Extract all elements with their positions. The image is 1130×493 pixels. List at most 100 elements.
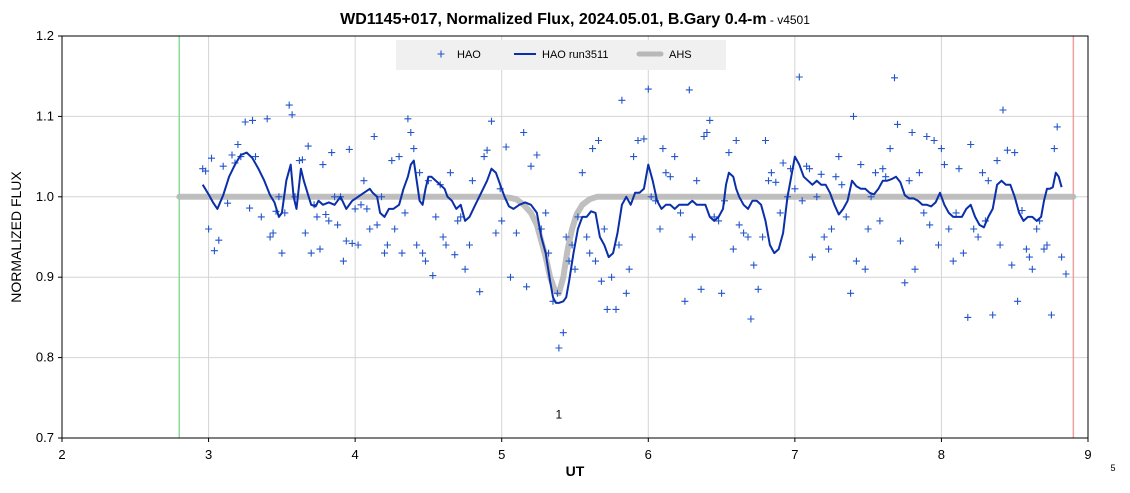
data-point-hao	[589, 145, 597, 153]
data-point-hao	[725, 149, 733, 157]
data-point-hao	[492, 229, 500, 237]
data-point-hao	[894, 120, 901, 128]
data-point-hao	[700, 133, 708, 140]
data-point-hao	[729, 245, 737, 253]
data-point-hao	[656, 225, 664, 233]
data-point-hao	[301, 229, 309, 237]
series-layer	[176, 73, 1077, 352]
data-point-hao	[224, 199, 232, 207]
data-point-hao	[241, 118, 249, 126]
data-point-hao	[252, 153, 259, 161]
data-point-hao	[278, 249, 286, 257]
x-tick-label: 4	[352, 447, 359, 462]
data-point-hao	[555, 344, 563, 352]
data-point-hao	[446, 169, 454, 177]
data-point-hao	[808, 253, 816, 261]
data-point-hao	[578, 169, 586, 177]
data-point-hao	[466, 241, 473, 249]
data-point-hao	[439, 233, 447, 241]
data-point-hao	[750, 261, 758, 269]
data-point-hao	[776, 209, 784, 217]
data-point-hao	[677, 209, 684, 217]
data-point-hao	[795, 73, 803, 81]
data-point-hao	[583, 233, 591, 241]
data-point-hao	[1011, 149, 1019, 157]
data-point-hao	[523, 283, 531, 291]
data-point-hao	[398, 249, 406, 257]
data-point-hao	[1022, 245, 1030, 253]
data-point-hao	[533, 151, 541, 159]
data-point-hao	[498, 217, 506, 225]
data-point-hao	[718, 289, 726, 297]
data-point-hao	[378, 193, 385, 201]
x-tick-label: 3	[205, 447, 212, 462]
data-point-hao	[391, 225, 399, 233]
annotation-label: 1	[556, 408, 563, 422]
y-tick-label: 1.2	[36, 28, 54, 43]
data-point-hao	[806, 165, 813, 173]
series-hao-markers	[199, 73, 1070, 352]
data-point-hao	[600, 225, 608, 233]
data-point-hao	[666, 173, 674, 181]
data-point-hao	[915, 169, 923, 177]
data-point-hao	[861, 265, 869, 273]
data-point-hao	[772, 178, 780, 186]
data-point-hao	[370, 133, 378, 140]
data-point-hao	[345, 145, 353, 153]
data-point-hao	[263, 115, 271, 123]
data-point-hao	[1033, 225, 1041, 233]
x-tick-label: 2	[58, 447, 65, 462]
data-point-hao	[847, 289, 855, 297]
data-point-hao	[864, 225, 872, 233]
data-point-hao	[1018, 207, 1026, 214]
data-point-hao	[779, 159, 787, 167]
data-point-hao	[996, 241, 1004, 249]
series-line-hao-run3511	[201, 151, 1063, 304]
data-point-hao	[363, 205, 371, 213]
data-point-hao	[562, 233, 570, 241]
data-point-hao	[715, 217, 723, 225]
y-tick-label: 0.7	[36, 430, 54, 445]
data-point-hao	[571, 265, 579, 273]
data-point-hao	[886, 145, 894, 153]
x-tick-label: 5	[498, 447, 505, 462]
data-point-hao	[322, 211, 330, 218]
data-point-hao	[850, 112, 857, 120]
data-point-hao	[419, 249, 427, 257]
data-point-hao	[307, 249, 315, 257]
data-point-hao	[559, 329, 567, 337]
data-point-hao	[1003, 146, 1011, 154]
data-point-hao	[316, 245, 324, 253]
data-point-hao	[348, 239, 356, 247]
data-point-hao	[832, 173, 840, 181]
data-point-hao	[520, 129, 528, 136]
data-point-hao	[285, 101, 293, 109]
data-point-hao	[964, 313, 972, 321]
data-point-hao	[416, 169, 424, 177]
data-point-hao	[974, 233, 982, 241]
legend-label-run: HAO run3511	[542, 49, 608, 61]
data-point-hao	[852, 257, 860, 265]
data-point-hao	[342, 237, 350, 245]
data-point-hao	[360, 177, 368, 185]
data-point-hao	[820, 233, 828, 241]
data-point-hao	[325, 217, 333, 225]
data-point-hao	[767, 169, 775, 177]
data-point-hao	[872, 169, 879, 177]
data-point-hao	[754, 285, 762, 293]
data-point-hao	[468, 177, 476, 185]
data-point-hao	[304, 142, 312, 150]
data-point-hao	[388, 157, 396, 165]
data-point-hao	[603, 305, 611, 313]
data-point-hao	[313, 213, 321, 221]
data-point-hao	[671, 153, 679, 161]
data-point-hao	[331, 193, 339, 201]
data-point-hao	[595, 137, 602, 144]
data-point-hao	[744, 233, 752, 241]
data-point-hao	[735, 221, 743, 229]
data-point-hao	[234, 141, 242, 148]
data-point-hao	[1062, 270, 1070, 278]
data-point-hao	[228, 151, 236, 159]
data-point-hao	[920, 209, 928, 217]
